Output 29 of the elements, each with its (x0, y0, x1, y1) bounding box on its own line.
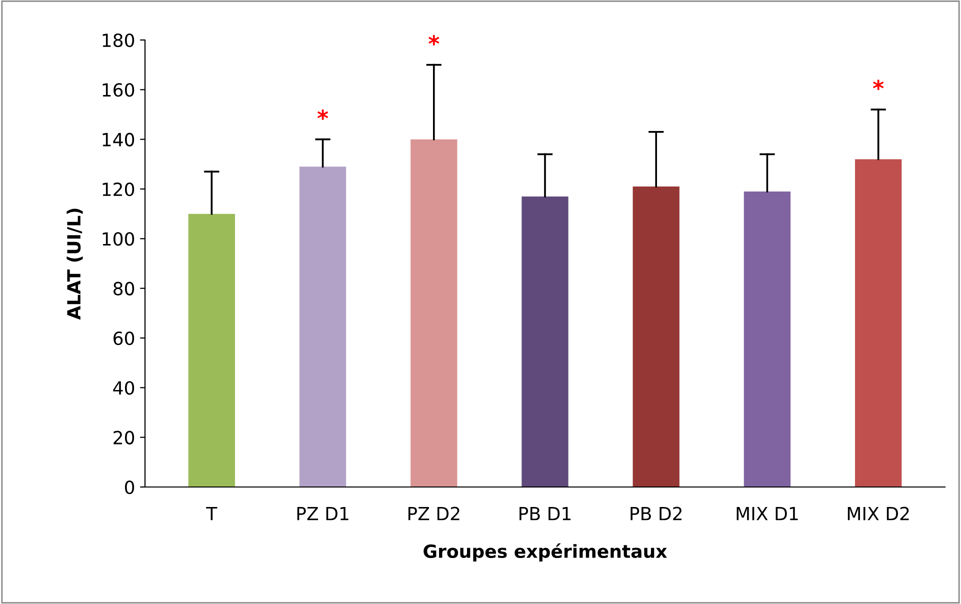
y-tick-label: 20 (114, 430, 134, 444)
y-tick-label: 180 (102, 33, 134, 48)
x-tick-label: PZ D2 (408, 506, 460, 520)
y-tick-label: 140 (102, 132, 134, 146)
y-tick-label: 60 (114, 331, 134, 346)
x-tick-label: MIX D1 (736, 507, 798, 520)
x-tick-label: T (206, 507, 218, 520)
y-tick-label: 80 (114, 282, 134, 296)
y-tick-label: 0 (124, 480, 134, 494)
y-tick-label: 120 (102, 182, 134, 196)
bar (744, 191, 791, 487)
x-tick-label: PZ D1 (297, 507, 348, 520)
x-tick-label: MIX D2 (848, 506, 909, 520)
y-tick-label: 40 (113, 381, 134, 395)
annotation: * (317, 110, 328, 120)
bar (855, 159, 902, 487)
x-axis-title: Groupes expérimentaux (424, 543, 668, 562)
y-axis-title: ALAT (UI/L) (66, 208, 83, 320)
bar (522, 196, 568, 487)
y-tick-label: 160 (102, 83, 134, 97)
bar (632, 186, 680, 487)
bar (299, 166, 346, 487)
x-tick-label: PB D2 (630, 506, 682, 520)
x-tick-label: PB D1 (520, 507, 571, 520)
annotation: * (872, 80, 884, 90)
y-tick-label: 100 (102, 232, 134, 246)
bar (410, 139, 458, 487)
bar (188, 214, 235, 487)
annotation: * (428, 35, 440, 46)
